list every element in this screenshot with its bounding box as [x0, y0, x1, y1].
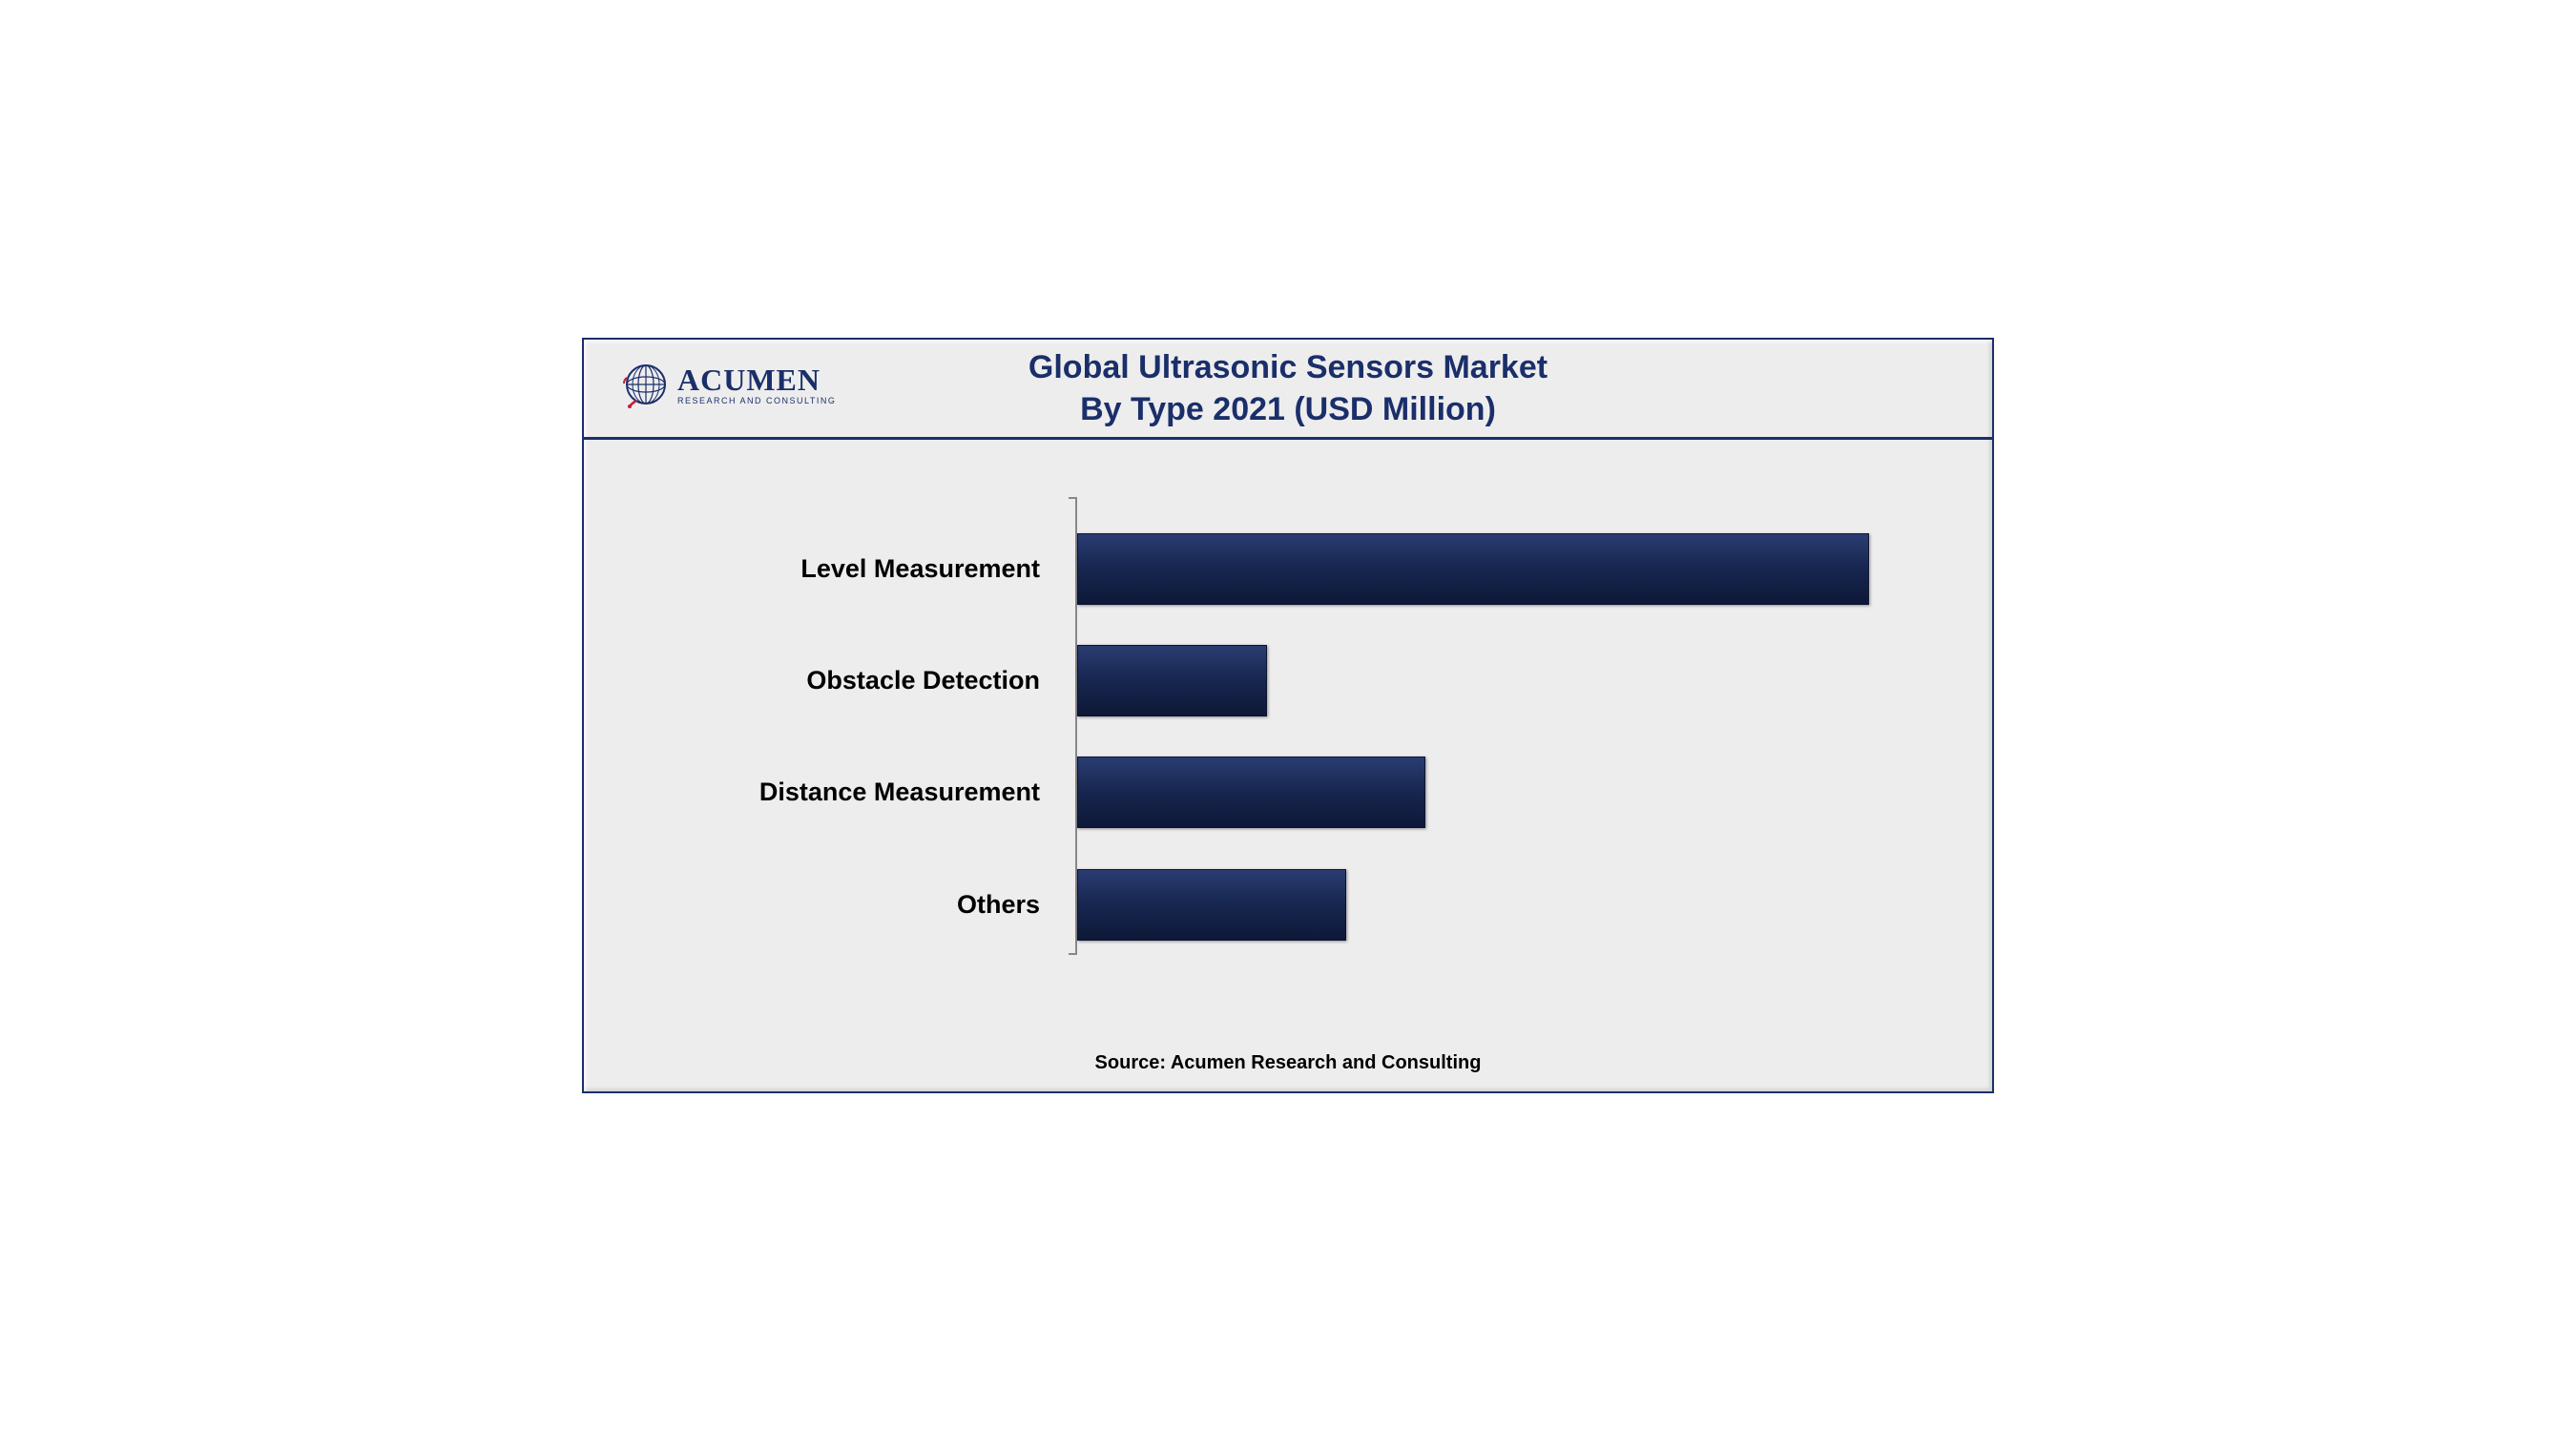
logo: ACUMEN RESEARCH AND CONSULTING — [622, 361, 836, 408]
bar — [1077, 533, 1869, 605]
bar-label: Level Measurement — [641, 554, 1061, 584]
bar-row: Distance Measurement — [641, 757, 1425, 828]
bar — [1077, 757, 1425, 828]
y-axis-tick — [1069, 953, 1076, 955]
chart-area: Level Measurement Obstacle Detection Dista… — [584, 440, 1992, 1091]
bar-label: Obstacle Detection — [641, 666, 1061, 695]
logo-name: ACUMEN — [677, 364, 836, 395]
logo-text-block: ACUMEN RESEARCH AND CONSULTING — [677, 364, 836, 405]
y-axis-tick — [1069, 497, 1076, 499]
bar-label: Distance Measurement — [641, 778, 1061, 807]
chart-frame: ACUMEN RESEARCH AND CONSULTING Global Ul… — [582, 338, 1994, 1093]
bar-row: Others — [641, 869, 1346, 941]
bar-label: Others — [641, 890, 1061, 920]
chart-body: Level Measurement Obstacle Detection Dista… — [641, 478, 1935, 1003]
bar-row: Obstacle Detection — [641, 645, 1267, 716]
globe-icon — [622, 361, 670, 408]
source-attribution: Source: Acumen Research and Consulting — [584, 1052, 1992, 1074]
logo-tagline: RESEARCH AND CONSULTING — [677, 397, 836, 405]
bar — [1077, 645, 1267, 716]
bar-row: Level Measurement — [641, 533, 1869, 605]
chart-header: ACUMEN RESEARCH AND CONSULTING Global Ul… — [584, 340, 1992, 440]
bar — [1077, 869, 1346, 941]
